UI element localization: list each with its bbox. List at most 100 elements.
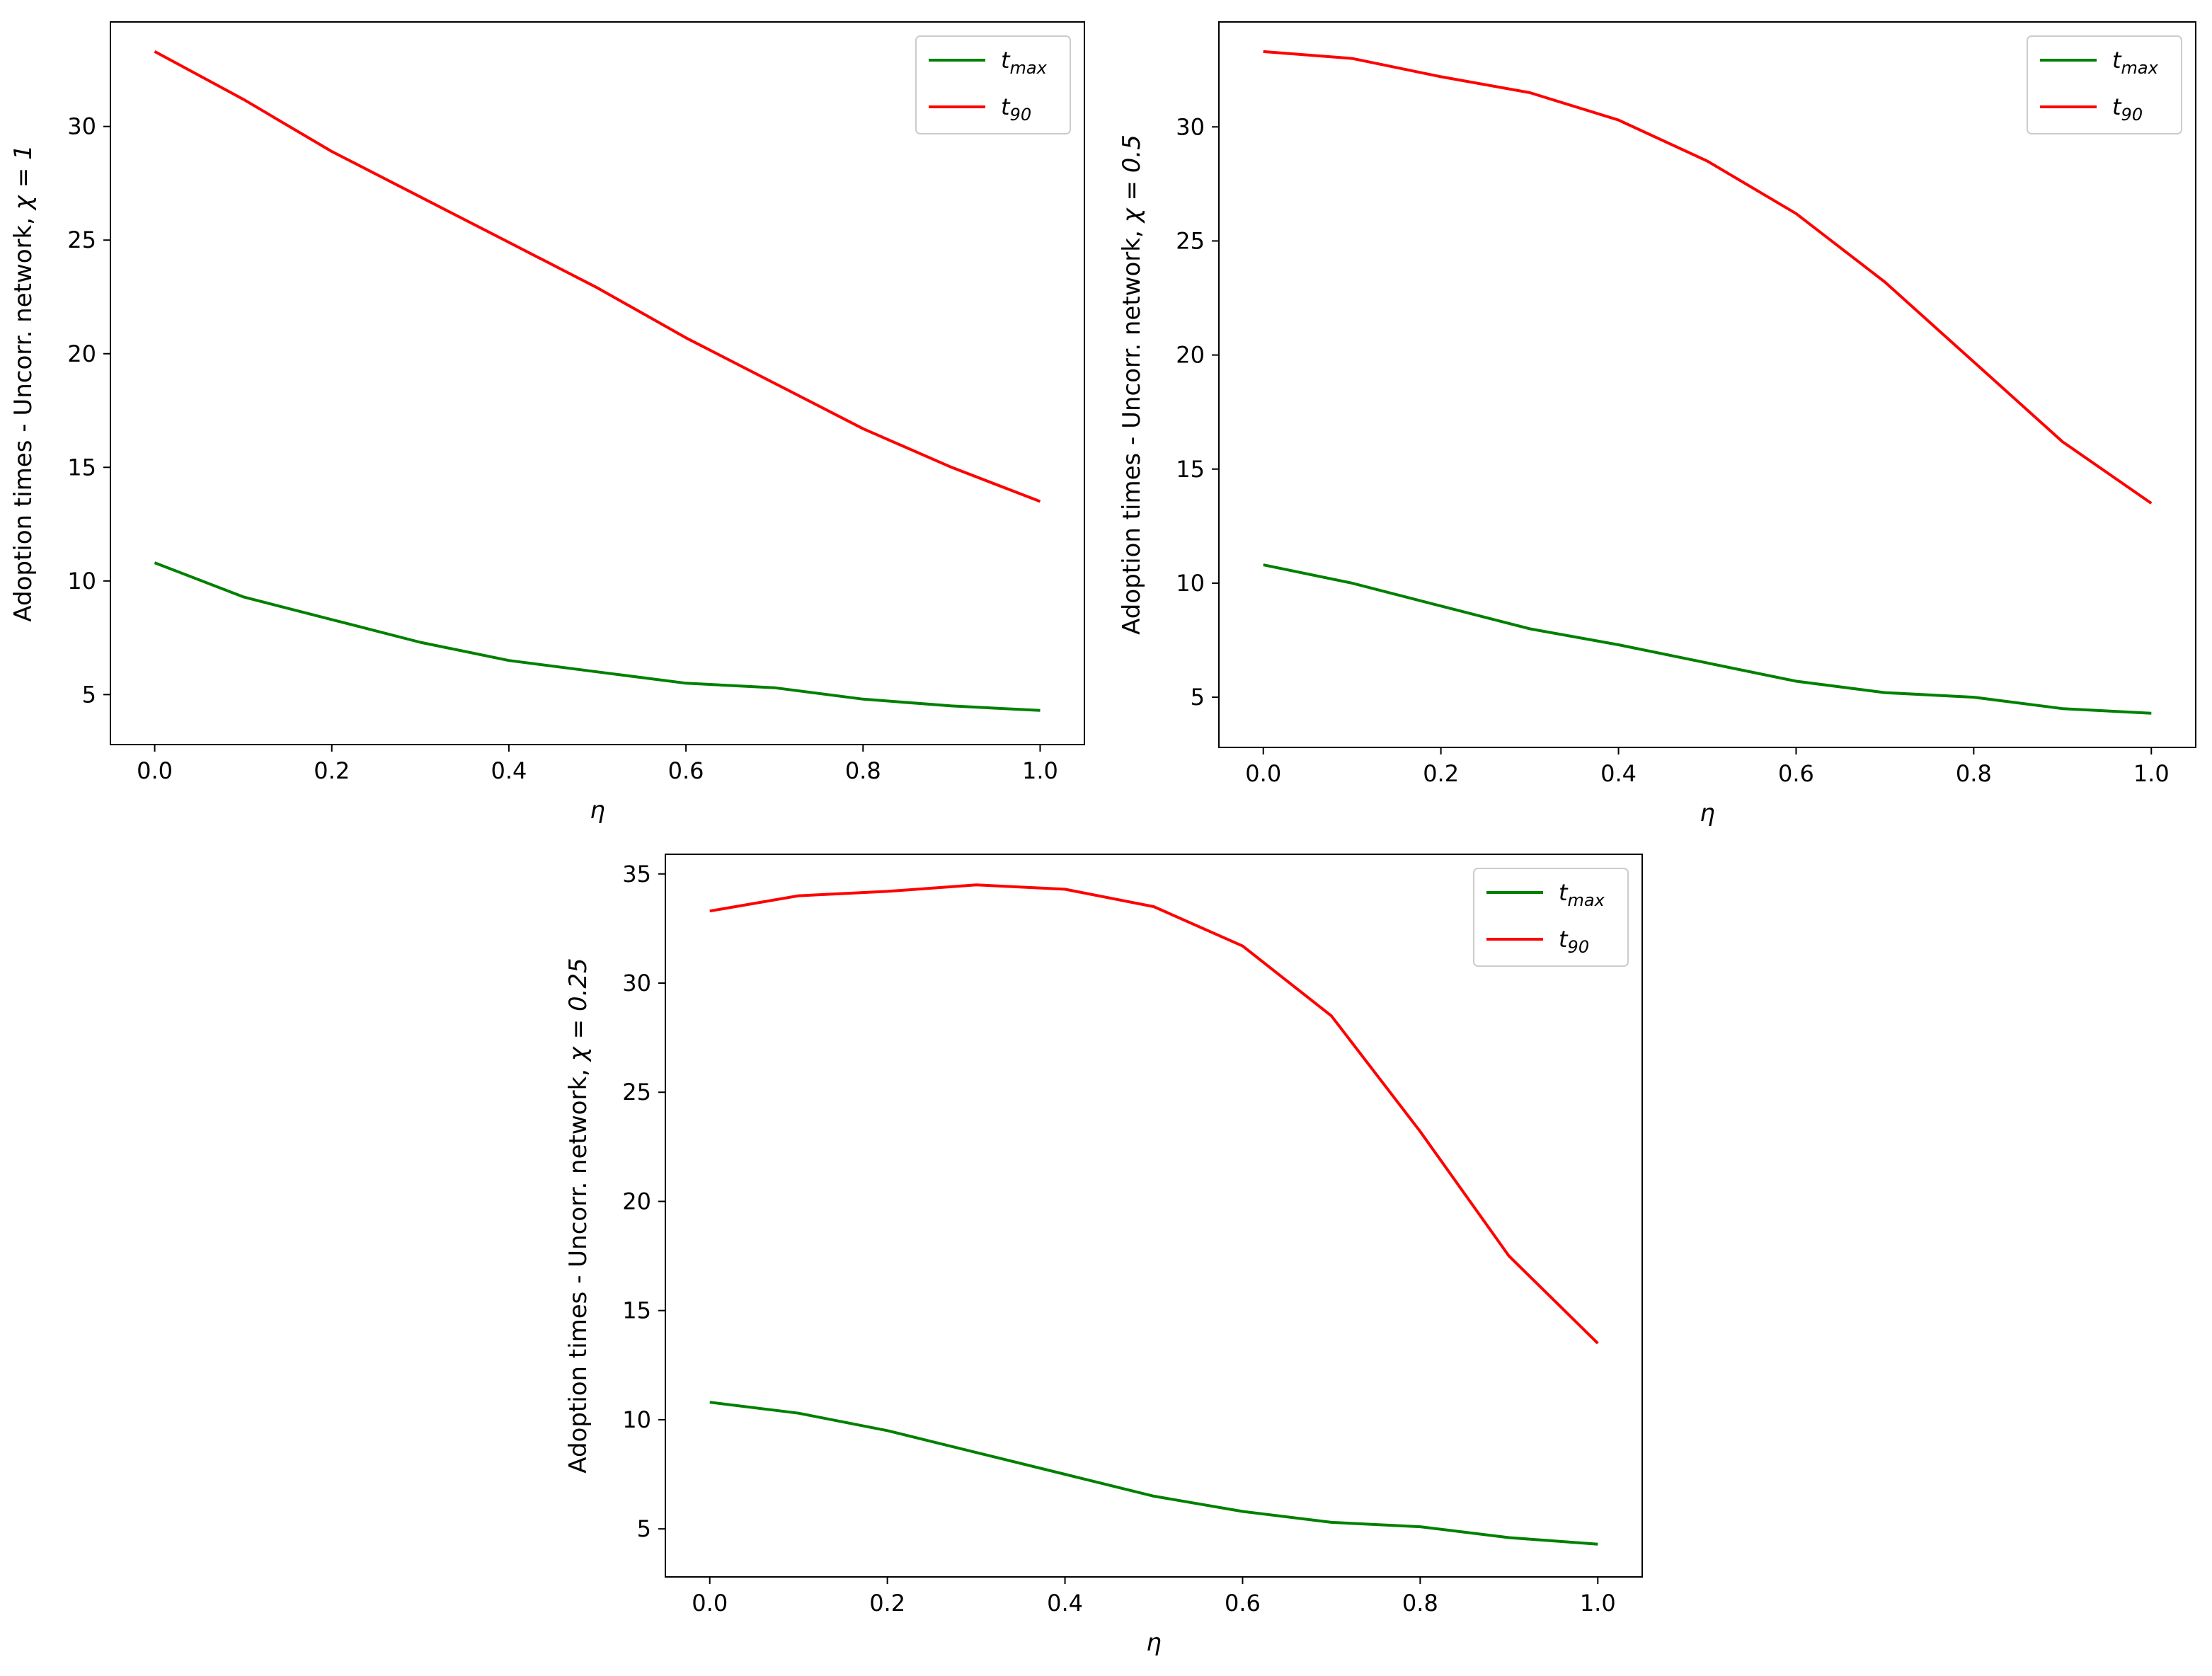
data-point-t_max [508,659,510,662]
legend-label-t_max: tmax [2112,47,2159,78]
data-point-t_max [1794,680,1797,683]
data-point-t_max [1419,1525,1421,1528]
y-tick-label: 30 [1176,113,1205,140]
data-point-t_max [1064,1473,1067,1476]
data-point-t_90 [419,195,422,198]
data-point-t_90 [1706,160,1709,163]
series-line-t_90 [709,883,1599,1345]
data-point-t_max [242,595,245,598]
data-point-t_90 [1972,360,1975,363]
series-line-t_90 [1263,50,2153,505]
x-tick-label: 0.4 [1047,1590,1083,1617]
data-point-t_max [2061,707,2064,710]
y-axis-label: Adoption times - Uncorr. network, χ = 0.… [1118,134,1146,635]
data-point-t_90 [861,427,864,430]
data-point-t_max [1508,1536,1511,1539]
data-point-t_90 [886,890,889,892]
data-point-t_max [1262,563,1265,566]
data-point-t_90 [975,883,978,886]
data-point-t_max [975,1451,978,1454]
y-axis-label: Adoption times - Uncorr. network, χ = 0.… [564,958,592,1473]
data-point-t_90 [1440,75,1443,78]
data-point-t_90 [1351,57,1353,60]
data-point-t_max [331,618,333,621]
data-point-t_max [950,704,953,707]
y-tick-label: 30 [67,113,96,140]
series-line-t_max [154,561,1041,712]
data-point-t_90 [1241,945,1244,948]
y-tick-label: 20 [67,340,96,367]
y-tick-label: 15 [1176,456,1205,483]
data-point-t_90 [1038,500,1041,503]
x-tick-label: 0.6 [1778,760,1814,787]
y-tick-label: 30 [622,970,651,997]
data-point-t_max [861,698,864,701]
x-tick-label: 0.2 [314,757,350,784]
y-axis-label-main: Adoption times - Uncorr. network, [9,210,38,621]
data-point-t_90 [1262,50,1265,53]
data-point-t_90 [797,895,800,897]
y-axis-label-main: Adoption times - Uncorr. network, [564,1061,592,1473]
y-tick-label: 5 [637,1515,651,1542]
data-point-t_max [1706,662,1709,665]
legend-frame [915,35,1071,134]
data-point-t_max [1972,696,1975,699]
data-point-t_max [596,670,599,673]
data-point-t_max [1617,643,1620,646]
legend: tmax t90 [2027,35,2182,134]
chart-3: 0.0 0.2 0.4 0.6 0.8 1.0 5 10 15 20 25 30 35 η Adoption… [564,854,1643,1657]
y-tick-label: 20 [1176,342,1205,369]
y-tick-label: 15 [67,454,96,481]
data-point-t_90 [596,287,599,289]
x-tick-label: 0.6 [1225,1590,1261,1617]
data-point-t_max [684,682,687,684]
x-tick-label: 1.0 [1022,757,1058,784]
x-tick-label: 0.2 [869,1590,905,1617]
x-axis-label: η [1146,1629,1162,1657]
y-tick-label: 25 [67,226,96,253]
legend-frame [1473,868,1629,967]
data-point-t_90 [1419,1130,1421,1133]
x-tick-label: 0.2 [1423,760,1459,787]
y-tick-label: 5 [82,681,96,708]
legend-frame [2027,35,2182,134]
x-tick-label: 0.4 [1600,760,1637,787]
data-point-t_90 [1064,888,1067,890]
data-point-t_90 [508,241,510,243]
legend-label-t_max: tmax [1559,879,1605,910]
data-point-t_90 [2061,440,2064,443]
data-point-t_max [1152,1495,1155,1498]
y-axis-label-param: χ = 1 [9,144,38,211]
legend: tmax t90 [915,35,1071,134]
data-point-t_90 [242,98,245,101]
data-point-t_max [419,641,422,644]
y-tick-label: 25 [1176,227,1205,254]
data-point-t_90 [773,382,776,385]
data-point-t_max [1330,1521,1333,1524]
data-point-t_90 [1508,1255,1511,1258]
data-point-t_90 [1794,212,1797,215]
x-tick-label: 0.6 [668,757,704,784]
x-tick-label: 0.0 [137,757,173,784]
x-axis-label: η [1700,799,1715,827]
data-point-t_90 [2150,502,2153,505]
y-tick-label: 10 [622,1406,651,1433]
data-point-t_max [1241,1510,1244,1513]
data-point-t_max [1884,691,1886,694]
series-line-t_max [709,1401,1598,1546]
legend: tmax t90 [1473,868,1629,967]
data-point-t_90 [1152,905,1155,908]
x-tick-label: 0.0 [692,1590,728,1617]
legend-label-t_90: t90 [1001,93,1031,125]
data-point-t_90 [1330,1014,1333,1017]
data-point-t_max [797,1412,800,1415]
data-point-t_max [1528,627,1531,630]
data-point-t_max [773,687,776,689]
data-point-t_max [1596,1543,1599,1546]
data-point-t_90 [1884,280,1886,283]
chart-1: 0.0 0.2 0.4 0.6 0.8 1.0 5 10 15 20 25 30 η Adoption t… [9,21,1085,825]
y-axis-label: Adoption times - Uncorr. network, χ = 1 [9,144,38,621]
plot-area [110,21,1085,745]
series-line-t_max [1263,563,2152,715]
